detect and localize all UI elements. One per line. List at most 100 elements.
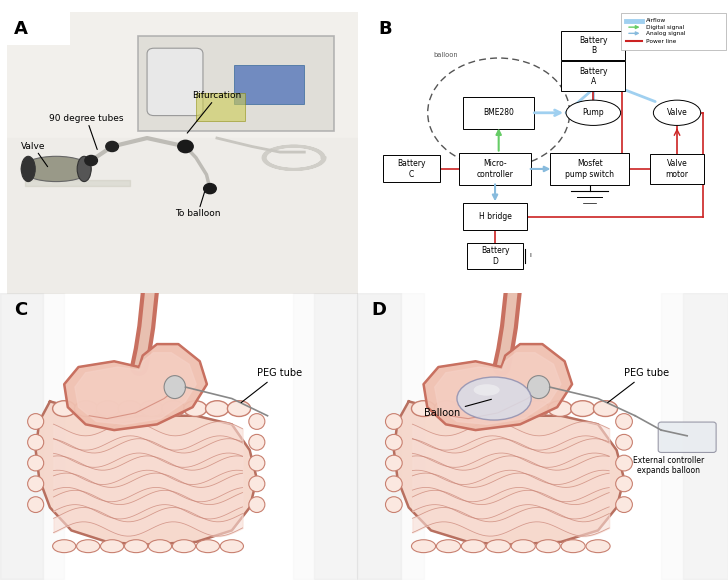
Text: Power line: Power line <box>646 39 676 44</box>
Ellipse shape <box>386 476 402 492</box>
Ellipse shape <box>249 455 265 471</box>
FancyBboxPatch shape <box>463 203 527 230</box>
Text: 90 degree tubes: 90 degree tubes <box>50 114 124 150</box>
Text: C: C <box>15 301 28 319</box>
Polygon shape <box>75 353 197 424</box>
Ellipse shape <box>149 540 172 553</box>
Polygon shape <box>424 344 572 430</box>
Ellipse shape <box>164 376 186 398</box>
Ellipse shape <box>474 384 499 395</box>
Ellipse shape <box>486 540 510 553</box>
Ellipse shape <box>593 401 617 417</box>
Text: Digital signal: Digital signal <box>646 25 684 30</box>
Ellipse shape <box>462 540 486 553</box>
Text: Airflow: Airflow <box>646 19 666 23</box>
Text: Balloon: Balloon <box>424 400 491 418</box>
Ellipse shape <box>28 435 44 450</box>
Ellipse shape <box>654 100 700 125</box>
Ellipse shape <box>221 540 243 553</box>
Ellipse shape <box>411 401 435 417</box>
Text: H bridge: H bridge <box>478 212 512 221</box>
Ellipse shape <box>162 401 185 417</box>
Text: Battery
C: Battery C <box>397 159 426 178</box>
Text: PEG tube: PEG tube <box>241 368 302 402</box>
Text: PEG tube: PEG tube <box>608 368 669 402</box>
Ellipse shape <box>525 401 550 417</box>
FancyBboxPatch shape <box>463 97 534 129</box>
Ellipse shape <box>173 540 196 553</box>
Text: Micro-
controller: Micro- controller <box>477 159 513 178</box>
Ellipse shape <box>566 100 620 125</box>
Ellipse shape <box>386 455 402 471</box>
Ellipse shape <box>21 156 35 181</box>
Text: Analog signal: Analog signal <box>646 31 686 36</box>
FancyBboxPatch shape <box>620 13 727 50</box>
Ellipse shape <box>436 540 461 553</box>
Ellipse shape <box>616 455 633 471</box>
FancyBboxPatch shape <box>138 36 334 131</box>
Ellipse shape <box>100 540 124 553</box>
FancyBboxPatch shape <box>561 30 625 60</box>
Ellipse shape <box>28 497 44 512</box>
FancyBboxPatch shape <box>467 243 523 270</box>
FancyBboxPatch shape <box>658 422 716 452</box>
Text: Battery
A: Battery A <box>579 67 608 86</box>
FancyBboxPatch shape <box>7 12 70 46</box>
FancyBboxPatch shape <box>561 61 625 91</box>
Circle shape <box>178 140 193 153</box>
Circle shape <box>85 156 98 166</box>
Text: Mosfet
pump switch: Mosfet pump switch <box>565 159 614 178</box>
Ellipse shape <box>616 435 633 450</box>
Ellipse shape <box>205 401 229 417</box>
Ellipse shape <box>77 156 91 181</box>
Ellipse shape <box>118 401 141 417</box>
Polygon shape <box>394 401 624 545</box>
Ellipse shape <box>21 156 91 181</box>
Ellipse shape <box>561 540 585 553</box>
Ellipse shape <box>52 401 76 417</box>
FancyBboxPatch shape <box>383 156 440 183</box>
Ellipse shape <box>249 497 265 512</box>
Ellipse shape <box>386 435 402 450</box>
Text: I: I <box>530 253 531 259</box>
FancyBboxPatch shape <box>196 93 245 121</box>
Polygon shape <box>36 401 257 545</box>
Ellipse shape <box>52 540 76 553</box>
Ellipse shape <box>386 497 402 512</box>
Ellipse shape <box>386 414 402 429</box>
Ellipse shape <box>249 476 265 492</box>
FancyBboxPatch shape <box>550 153 629 185</box>
Ellipse shape <box>249 414 265 429</box>
Ellipse shape <box>457 401 481 417</box>
FancyBboxPatch shape <box>234 65 304 104</box>
FancyBboxPatch shape <box>651 154 703 184</box>
FancyBboxPatch shape <box>459 153 531 185</box>
Text: D: D <box>371 301 387 319</box>
Ellipse shape <box>76 540 100 553</box>
Ellipse shape <box>571 401 595 417</box>
Ellipse shape <box>227 401 250 417</box>
Ellipse shape <box>74 401 98 417</box>
Text: External controller
expands balloon: External controller expands balloon <box>633 456 704 475</box>
Ellipse shape <box>616 497 633 512</box>
Ellipse shape <box>511 540 535 553</box>
Ellipse shape <box>183 401 207 417</box>
Text: B: B <box>379 20 392 38</box>
Text: balloon: balloon <box>433 51 458 58</box>
Ellipse shape <box>28 455 44 471</box>
Text: Valve
motor: Valve motor <box>665 159 689 178</box>
Polygon shape <box>64 344 207 430</box>
Text: Valve: Valve <box>667 108 687 117</box>
Text: BME280: BME280 <box>483 108 514 117</box>
Ellipse shape <box>28 414 44 429</box>
Text: Battery
D: Battery D <box>480 246 510 266</box>
Ellipse shape <box>434 401 459 417</box>
Ellipse shape <box>502 401 526 417</box>
Text: To balloon: To balloon <box>175 188 221 218</box>
Text: Valve: Valve <box>21 142 47 167</box>
Ellipse shape <box>411 540 435 553</box>
Circle shape <box>204 184 216 194</box>
FancyBboxPatch shape <box>147 48 203 116</box>
Polygon shape <box>435 353 561 424</box>
Ellipse shape <box>124 540 148 553</box>
